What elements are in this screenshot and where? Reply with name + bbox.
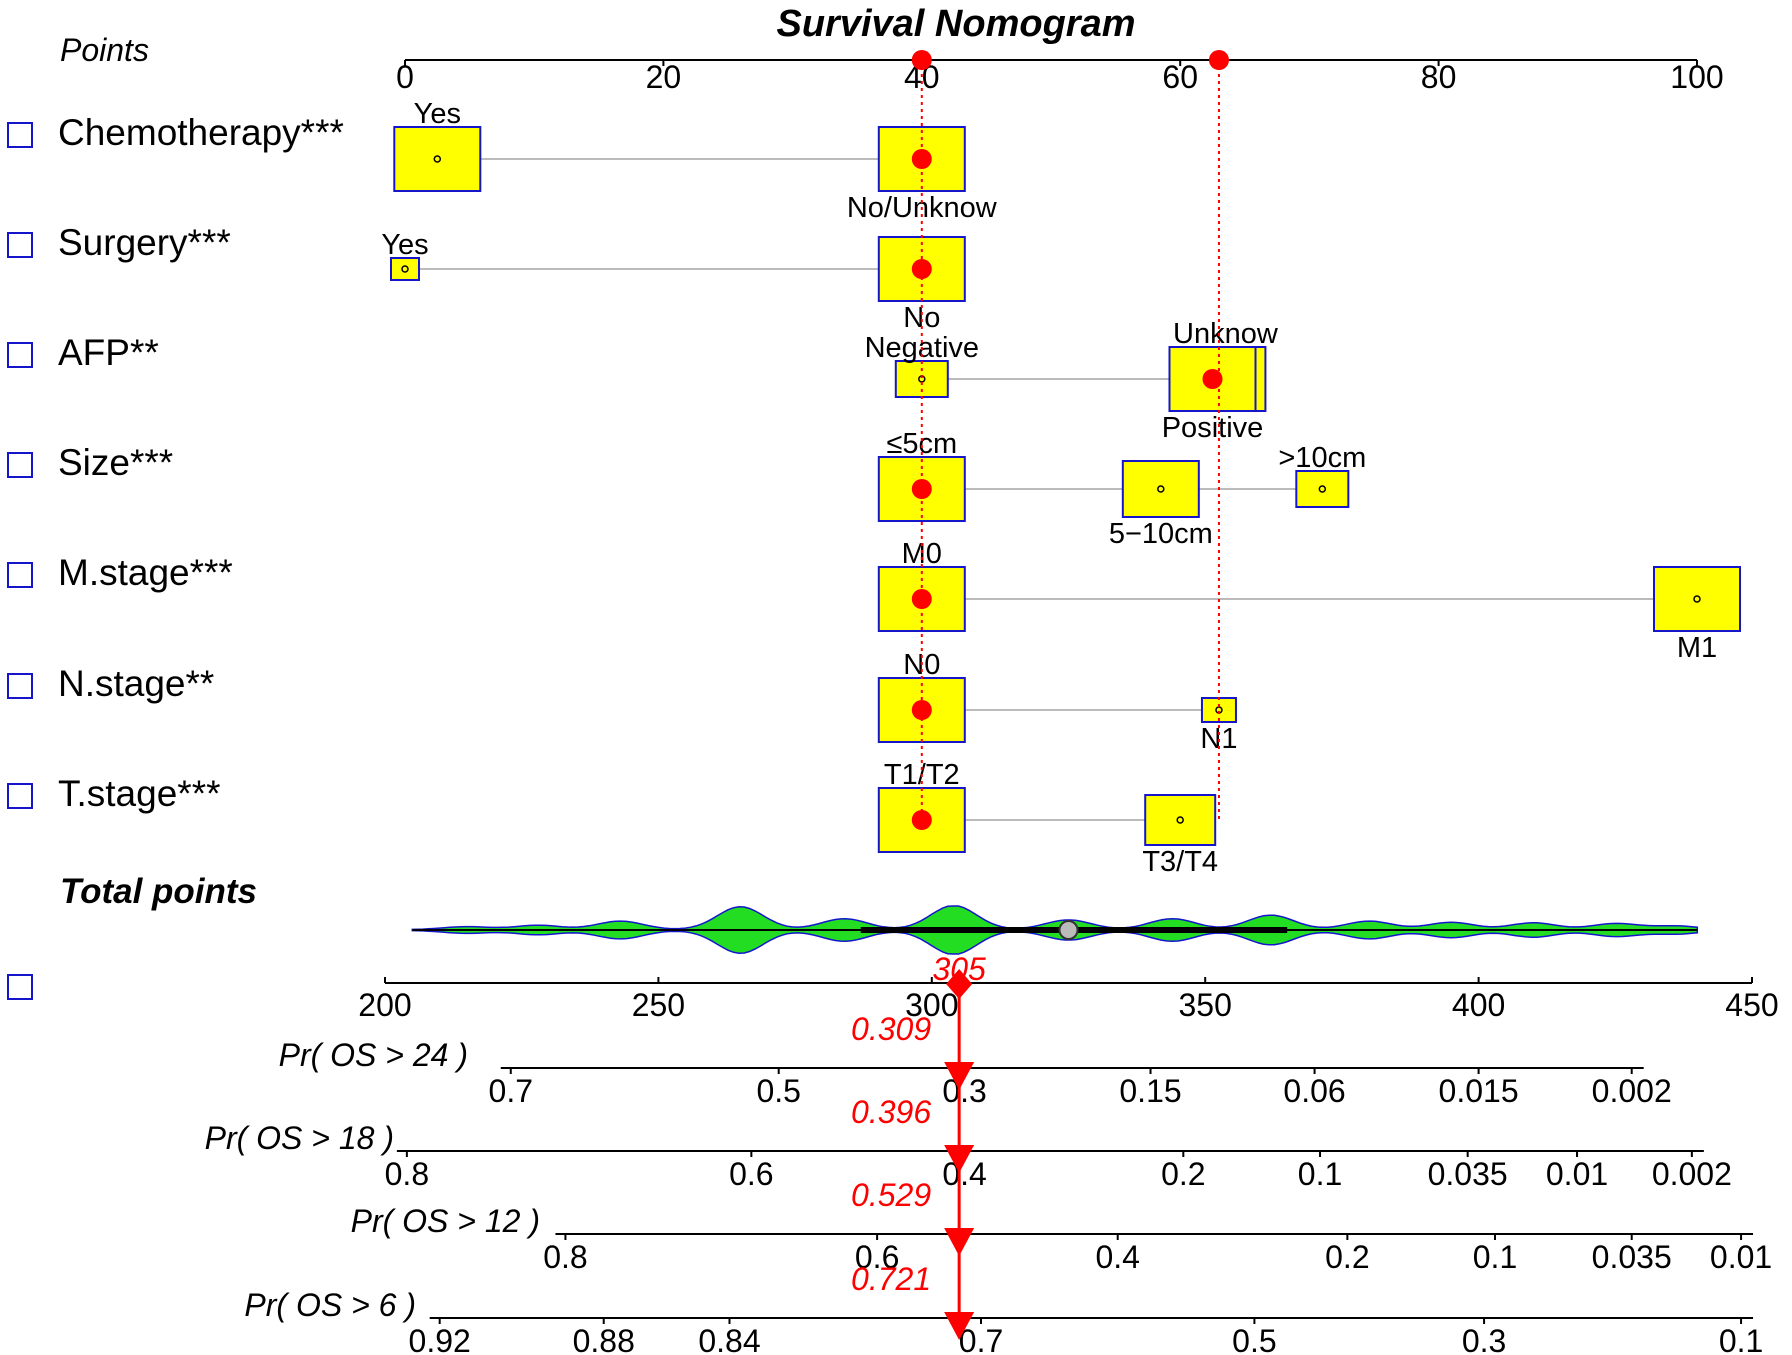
selected-points-marker bbox=[1209, 50, 1229, 70]
points-axis-tick-label: 80 bbox=[1421, 59, 1457, 95]
points-axis-tick-label: 60 bbox=[1162, 59, 1198, 95]
probability-tick-label: 0.2 bbox=[1325, 1239, 1369, 1275]
level-box bbox=[1296, 471, 1348, 507]
variable-label: Size*** bbox=[58, 442, 173, 483]
nomogram-chart: Survival Nomogram Points Total points 0 2… bbox=[0, 0, 1792, 1355]
probability-tick-label: 0.035 bbox=[1428, 1156, 1508, 1192]
selected-level-marker bbox=[1203, 369, 1223, 389]
total-points-tick-label: 400 bbox=[1452, 987, 1505, 1023]
probability-tick-label: 0.06 bbox=[1283, 1073, 1345, 1109]
probability-tick-label: 0.5 bbox=[1232, 1323, 1276, 1355]
probability-axis-label: Pr( OS > 24 ) bbox=[279, 1037, 468, 1073]
probability-value-label: 0.396 bbox=[851, 1094, 931, 1130]
variable-label: Surgery*** bbox=[58, 222, 231, 263]
probability-tick-label: 0.8 bbox=[543, 1239, 587, 1275]
probability-tick-label: 0.8 bbox=[385, 1156, 429, 1192]
variable-checkbox bbox=[8, 343, 32, 367]
variable-label: M.stage*** bbox=[58, 552, 233, 593]
level-box bbox=[1123, 461, 1199, 517]
probability-layer: Pr( OS > 24 ) 0.7 0.5 0.3 0.15 0.06 0.015 0.002… bbox=[205, 1037, 1773, 1355]
level-label: Unknow bbox=[1173, 318, 1279, 350]
selected-level-marker bbox=[912, 259, 932, 279]
probability-axis-label: Pr( OS > 6 ) bbox=[244, 1287, 416, 1323]
variable-label: AFP** bbox=[58, 332, 159, 373]
variable-checkbox bbox=[8, 674, 32, 698]
total-points-tick-label: 250 bbox=[632, 987, 685, 1023]
points-axis-label: Points bbox=[60, 32, 149, 68]
level-label: 5−10cm bbox=[1109, 518, 1213, 550]
probability-tick-label: 0.88 bbox=[573, 1323, 635, 1355]
variable-checkbox bbox=[8, 563, 32, 587]
probability-tick-label: 0.6 bbox=[729, 1156, 773, 1192]
points-axis-tick-label: 100 bbox=[1670, 59, 1723, 95]
probability-value-marker bbox=[944, 1228, 974, 1256]
probability-tick-label: 0.2 bbox=[1161, 1156, 1205, 1192]
total-points-tick-label: 350 bbox=[1179, 987, 1232, 1023]
probability-tick-label: 0.4 bbox=[1095, 1239, 1139, 1275]
variable-label: Chemotherapy*** bbox=[58, 112, 344, 153]
probability-tick-label: 0.01 bbox=[1546, 1156, 1608, 1192]
probability-axis-label: Pr( OS > 12 ) bbox=[351, 1203, 540, 1239]
probability-tick-label: 0.92 bbox=[409, 1323, 471, 1355]
variable-checkbox bbox=[8, 233, 32, 257]
probability-value-label: 0.721 bbox=[851, 1261, 931, 1297]
probability-value-label: 0.309 bbox=[851, 1011, 931, 1047]
variable-label: T.stage*** bbox=[58, 773, 221, 814]
probability-tick-label: 0.002 bbox=[1652, 1156, 1732, 1192]
probability-tick-label: 0.002 bbox=[1592, 1073, 1672, 1109]
probability-tick-label: 0.84 bbox=[698, 1323, 760, 1355]
variable-checkbox bbox=[8, 123, 32, 147]
probability-tick-label: 0.1 bbox=[1473, 1239, 1517, 1275]
level-label: M1 bbox=[1677, 632, 1717, 664]
probability-tick-label: 0.1 bbox=[1719, 1323, 1763, 1355]
probability-tick-label: 0.1 bbox=[1298, 1156, 1342, 1192]
points-axis-tick-label: 0 bbox=[396, 59, 414, 95]
level-label: Yes bbox=[414, 98, 461, 130]
total-points-layer: 200 250 300 350 400 450 bbox=[8, 906, 1779, 1023]
variable-checkbox bbox=[8, 784, 32, 808]
selected-points-marker bbox=[912, 50, 932, 70]
probability-tick-label: 0.035 bbox=[1592, 1239, 1672, 1275]
level-box bbox=[394, 127, 480, 191]
total-points-tick-label: 200 bbox=[358, 987, 411, 1023]
chart-title: Survival Nomogram bbox=[777, 3, 1136, 45]
probability-tick-label: 0.7 bbox=[489, 1073, 533, 1109]
variable-checkbox bbox=[8, 453, 32, 477]
level-box bbox=[1145, 795, 1215, 845]
axes-layer: 0 20 40 60 80 100 bbox=[396, 59, 1724, 95]
total-points-checkbox bbox=[8, 975, 32, 999]
probability-tick-label: 0.01 bbox=[1710, 1239, 1772, 1275]
level-label: Positive bbox=[1162, 412, 1264, 444]
level-box bbox=[391, 258, 419, 280]
probability-axis-label: Pr( OS > 18 ) bbox=[205, 1120, 394, 1156]
probability-tick-label: 0.3 bbox=[1462, 1323, 1506, 1355]
probability-tick-label: 0.15 bbox=[1119, 1073, 1181, 1109]
variable-label: N.stage** bbox=[58, 663, 214, 704]
level-label: T3/T4 bbox=[1142, 846, 1218, 878]
probability-tick-label: 0.5 bbox=[756, 1073, 800, 1109]
total-points-tick-label: 450 bbox=[1725, 987, 1778, 1023]
points-axis-tick-label: 20 bbox=[646, 59, 682, 95]
level-label: Yes bbox=[381, 229, 428, 261]
probability-value-label: 0.529 bbox=[851, 1177, 931, 1213]
total-points-label: Total points bbox=[60, 872, 257, 911]
level-label: >10cm bbox=[1278, 442, 1366, 474]
distribution-median-marker bbox=[1060, 921, 1078, 939]
probability-tick-label: 0.015 bbox=[1439, 1073, 1519, 1109]
selected-level-marker bbox=[912, 700, 932, 720]
level-box bbox=[1654, 567, 1740, 631]
